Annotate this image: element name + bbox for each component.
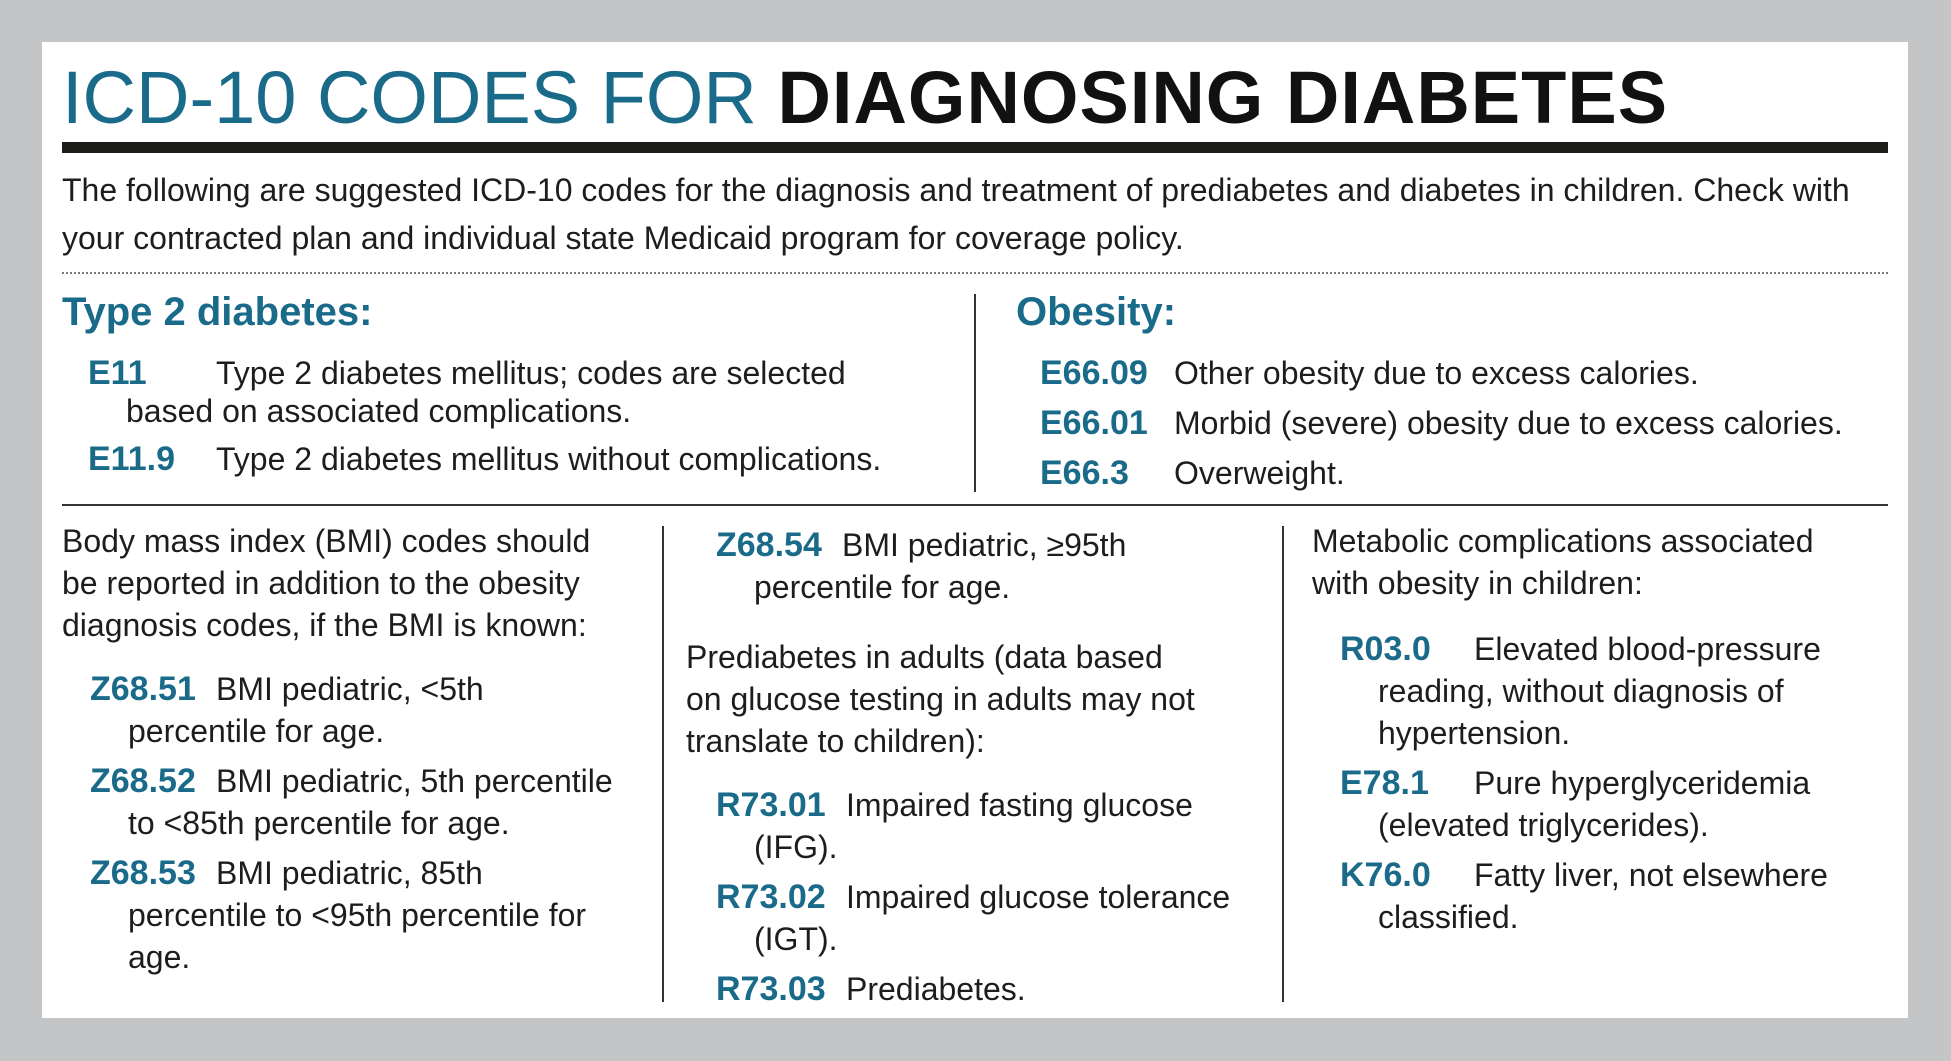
section-divider: [62, 504, 1888, 506]
title-light: ICD-10 CODES FOR: [62, 56, 757, 139]
code-label: Z68.51: [90, 668, 196, 710]
code-description-cont: hypertension.: [1378, 712, 1570, 754]
code-description: BMI pediatric, ≥95th: [842, 524, 1126, 566]
page-title: ICD-10 CODES FOR DIAGNOSING DIABETES: [62, 48, 1668, 148]
code-label: R03.0: [1340, 628, 1431, 670]
code-description-cont: (IGT).: [754, 918, 838, 960]
bottom-column-divider-1: [662, 526, 664, 1002]
bmi-intro-line: be reported in addition to the obesity: [62, 562, 590, 604]
icd10-card: ICD-10 CODES FOR DIAGNOSING DIABETES The…: [42, 42, 1908, 1018]
code-description-cont: (IFG).: [754, 826, 838, 868]
code-label: E66.09: [1040, 352, 1148, 394]
code-description: Prediabetes.: [846, 968, 1026, 1010]
code-description-cont: (elevated triglycerides).: [1378, 804, 1709, 846]
title-rule: [62, 142, 1888, 153]
code-description-cont: based on associated complications.: [126, 390, 631, 432]
title-bold: DIAGNOSING DIABETES: [777, 56, 1668, 139]
intro-text: The following are suggested ICD-10 codes…: [62, 166, 1888, 262]
prediabetes-intro-line: Prediabetes in adults (data based: [686, 636, 1195, 678]
code-description-cont: percentile for age.: [128, 710, 384, 752]
code-description-cont: percentile for age.: [754, 566, 1010, 608]
code-description-cont: percentile to <95th percentile for: [128, 894, 586, 936]
prediabetes-intro-line: on glucose testing in adults may not: [686, 678, 1195, 720]
code-description: Other obesity due to excess calories.: [1174, 352, 1699, 394]
bmi-intro-line: Body mass index (BMI) codes should: [62, 520, 590, 562]
top-column-divider: [974, 294, 976, 492]
intro-line-1: The following are suggested ICD-10 codes…: [62, 166, 1888, 214]
metabolic-intro: Metabolic complications associated with …: [1312, 520, 1814, 604]
code-label: Z68.52: [90, 760, 196, 802]
code-description-cont: to <85th percentile for age.: [128, 802, 510, 844]
code-description-cont: classified.: [1378, 896, 1519, 938]
code-description: Morbid (severe) obesity due to excess ca…: [1174, 402, 1843, 444]
dotted-divider: [62, 272, 1888, 274]
code-label: E66.01: [1040, 402, 1148, 444]
code-description: Type 2 diabetes mellitus; codes are sele…: [216, 352, 846, 394]
code-description: BMI pediatric, 85th: [216, 852, 483, 894]
code-label: E66.3: [1040, 452, 1129, 494]
metabolic-intro-line: Metabolic complications associated: [1312, 520, 1814, 562]
intro-line-2: your contracted plan and individual stat…: [62, 214, 1888, 262]
code-description-cont: reading, without diagnosis of: [1378, 670, 1784, 712]
code-description: Impaired fasting glucose: [846, 784, 1193, 826]
code-description: BMI pediatric, 5th percentile: [216, 760, 613, 802]
code-description: Pure hyperglyceridemia: [1474, 762, 1810, 804]
code-description: Elevated blood-pressure: [1474, 628, 1821, 670]
code-label: E11.9: [88, 438, 175, 480]
metabolic-intro-line: with obesity in children:: [1312, 562, 1814, 604]
code-label: Z68.53: [90, 852, 196, 894]
bmi-intro: Body mass index (BMI) codes should be re…: [62, 520, 590, 646]
code-description: Fatty liver, not elsewhere: [1474, 854, 1828, 896]
type2-heading: Type 2 diabetes:: [62, 288, 372, 336]
code-description: Impaired glucose tolerance: [846, 876, 1230, 918]
code-label: E78.1: [1340, 762, 1429, 804]
code-description: Type 2 diabetes mellitus without complic…: [216, 438, 881, 480]
code-description: BMI pediatric, <5th: [216, 668, 484, 710]
code-label: R73.03: [716, 968, 826, 1010]
code-label: Z68.54: [716, 524, 822, 566]
prediabetes-intro: Prediabetes in adults (data based on glu…: [686, 636, 1195, 762]
code-label: R73.02: [716, 876, 826, 918]
code-label: K76.0: [1340, 854, 1431, 896]
code-label: R73.01: [716, 784, 826, 826]
bmi-intro-line: diagnosis codes, if the BMI is known:: [62, 604, 590, 646]
code-description: Overweight.: [1174, 452, 1345, 494]
code-description-cont: age.: [128, 936, 190, 978]
code-label: E11: [88, 352, 147, 394]
prediabetes-intro-line: translate to children):: [686, 720, 1195, 762]
bottom-column-divider-2: [1282, 526, 1284, 1002]
obesity-heading: Obesity:: [1016, 288, 1176, 336]
